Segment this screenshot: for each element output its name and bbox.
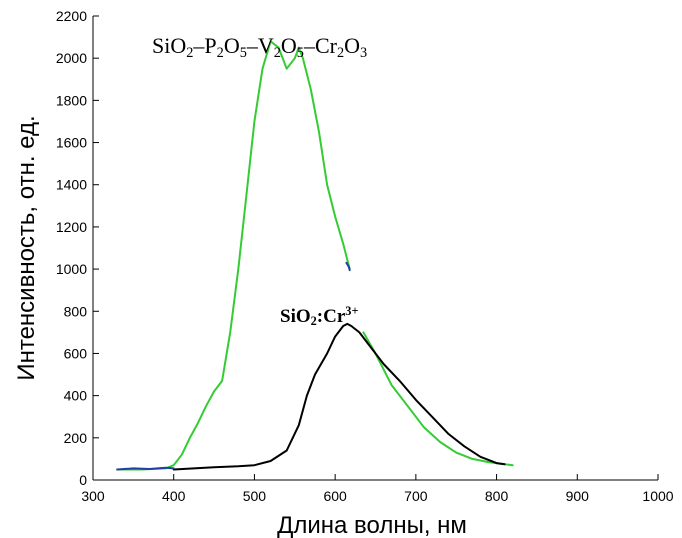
y-tick-label: 1800 xyxy=(56,92,87,108)
tick-labels: 300 400 500 600 700 800 900 1000 0 200 400 600 800 10… xyxy=(56,8,674,504)
x-tick-label: 800 xyxy=(485,488,509,504)
y-axis-title: Интенсивность, отн. ед. xyxy=(13,115,40,380)
x-tick-label: 600 xyxy=(323,488,347,504)
series-layer xyxy=(116,40,514,471)
y-tick-label: 2000 xyxy=(56,50,87,66)
y-tick-label: 0 xyxy=(79,472,87,488)
y-tick-label: 1000 xyxy=(56,261,87,277)
x-tick-label: 1000 xyxy=(642,488,673,504)
axes xyxy=(92,15,659,481)
x-tick-label: 900 xyxy=(566,488,590,504)
series-line-3 xyxy=(172,322,506,471)
series-line-2 xyxy=(362,331,514,467)
series-line-1 xyxy=(116,40,351,471)
y-tick-label: 1400 xyxy=(56,177,87,193)
annotation-green-series: SiO2–P2O5–V2O5–Cr2O3 xyxy=(152,33,367,61)
y-tick-label: 1600 xyxy=(56,135,87,151)
y-tick-label: 2200 xyxy=(56,8,87,24)
series-line-5 xyxy=(345,261,351,272)
x-tick-label: 500 xyxy=(243,488,267,504)
x-tick-label: 700 xyxy=(404,488,428,504)
annotation-black-series: SiO2:Cr3+ xyxy=(280,304,359,328)
x-tick-label: 300 xyxy=(81,488,105,504)
y-tick-label: 600 xyxy=(64,345,88,361)
y-tick-label: 400 xyxy=(64,388,88,404)
y-tick-label: 800 xyxy=(64,303,88,319)
series-line-4 xyxy=(116,466,175,471)
y-tick-label: 200 xyxy=(64,430,88,446)
x-tick-label: 400 xyxy=(162,488,186,504)
y-tick-label: 1200 xyxy=(56,219,87,235)
x-axis-title: Длина волны, нм xyxy=(277,512,467,538)
